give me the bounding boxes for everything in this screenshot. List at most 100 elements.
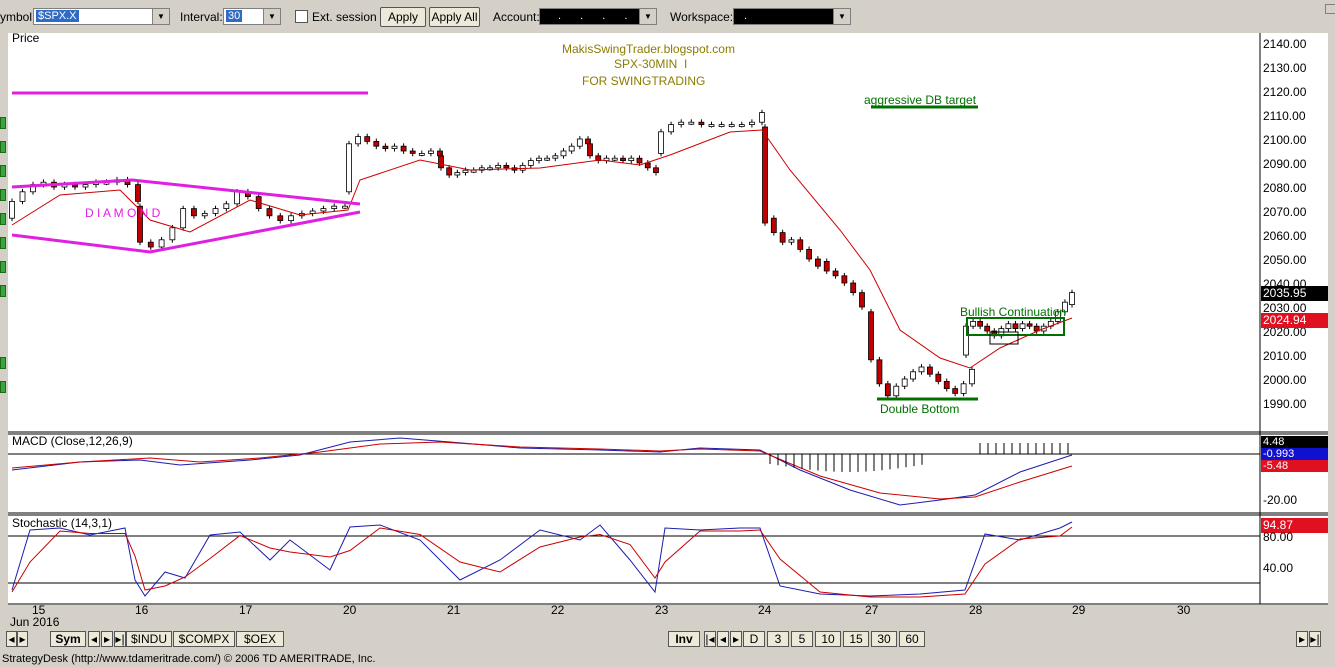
time-axis-label: 17: [239, 603, 253, 617]
watermark-line-2: SPX-30MIN I: [614, 57, 688, 71]
price-tick: 2090.00: [1263, 157, 1307, 171]
price-tick: 2030.00: [1263, 301, 1307, 315]
stoch-value-label: 94.87: [1261, 518, 1328, 533]
price-tick: 2060.00: [1263, 229, 1307, 243]
macd-line-label: -0.993: [1261, 448, 1328, 460]
macd-value-label: 4.48: [1261, 436, 1328, 448]
apply-all-button[interactable]: Apply All: [429, 7, 480, 27]
price-tick: 1990.00: [1263, 397, 1307, 411]
time-axis-label: 21: [447, 603, 461, 617]
time-axis-label: 27: [865, 603, 879, 617]
price-tick: 2110.00: [1263, 109, 1306, 123]
sym-last-icon[interactable]: ▸|: [114, 631, 126, 647]
workspace-value: .: [744, 10, 748, 22]
account-label: Account:: [493, 10, 540, 24]
symbol-label: ymbol:: [0, 10, 36, 24]
scroll-end-left-icon[interactable]: ▸: [1296, 631, 1308, 647]
last-price-label: 2035.95: [1261, 286, 1328, 301]
time-axis-label: 24: [758, 603, 772, 617]
period-tab[interactable]: D: [743, 631, 765, 647]
status-bar: StrategyDesk (http://www.tdameritrade.co…: [0, 650, 1335, 667]
chevron-down-icon[interactable]: ▼: [833, 9, 850, 24]
corner-button[interactable]: [1325, 4, 1335, 14]
diamond-lower: [11, 210, 361, 254]
stochastic-series: [11, 521, 1073, 598]
period-tab[interactable]: 30: [871, 631, 897, 647]
macd-series: [11, 437, 1073, 506]
symbol-tab-oex[interactable]: $OEX: [236, 631, 284, 647]
bullish-box: [966, 317, 1065, 336]
time-axis-label: 29: [1072, 603, 1086, 617]
diamond-annotation: D I A M O N D: [85, 206, 161, 220]
ma-price-label: 2024.94: [1261, 313, 1328, 328]
tool-icon[interactable]: [0, 357, 6, 369]
symbol-tab-indu[interactable]: $INDU: [126, 631, 172, 647]
tool-icon[interactable]: [0, 261, 6, 273]
time-axis-label: 28: [969, 603, 983, 617]
price-panel-title: Price: [12, 31, 40, 45]
tool-icon[interactable]: [0, 381, 6, 393]
signal-line-label: -5.48: [1261, 460, 1328, 472]
ext-session-label: Ext. session: [312, 10, 377, 24]
tool-icon[interactable]: [0, 141, 6, 153]
time-axis-label: 20: [343, 603, 357, 617]
inv-tab[interactable]: Inv: [668, 631, 700, 647]
pattern-drawings: [11, 91, 1065, 401]
scroll-left-icon[interactable]: ◂: [6, 631, 17, 647]
period-prev-icon[interactable]: ◂: [717, 631, 729, 647]
period-next-icon[interactable]: ▸: [730, 631, 742, 647]
time-axis-label: 16: [135, 603, 149, 617]
account-value: . . . .: [558, 10, 636, 22]
workspace-combo[interactable]: . ▼: [733, 8, 851, 25]
tool-icon[interactable]: [0, 213, 6, 225]
moving-average-line: [11, 129, 1073, 369]
period-tab[interactable]: 60: [899, 631, 925, 647]
interval-combo[interactable]: 30 ▼: [223, 8, 281, 25]
scroll-end-right-icon[interactable]: ▸|: [1309, 631, 1321, 647]
period-first-icon[interactable]: |◂: [704, 631, 716, 647]
stoch-panel-title: Stochastic (14,3,1): [12, 516, 113, 530]
symbol-combo[interactable]: $SPX.X ▼: [33, 8, 170, 25]
stoch-tick-40: 40.00: [1263, 561, 1294, 575]
diamond-upper: [11, 178, 361, 206]
tool-icon[interactable]: [0, 189, 6, 201]
inner-box: [989, 331, 1019, 345]
tool-icon[interactable]: [0, 165, 6, 177]
symbol-tab-compx[interactable]: $COMPX: [173, 631, 235, 647]
price-tick: 2100.00: [1263, 133, 1307, 147]
price-tick: 2050.00: [1263, 253, 1307, 267]
period-tab[interactable]: 15: [843, 631, 869, 647]
symbol-value: $SPX.X: [36, 10, 79, 22]
chevron-down-icon[interactable]: ▼: [263, 9, 280, 24]
time-axis-label: 23: [655, 603, 669, 617]
sym-prev-icon[interactable]: ◂: [88, 631, 100, 647]
tool-icon[interactable]: [0, 285, 6, 297]
price-tick: 2000.00: [1263, 373, 1307, 387]
chevron-down-icon[interactable]: ▼: [639, 9, 656, 24]
period-tab[interactable]: 10: [815, 631, 841, 647]
chevron-down-icon[interactable]: ▼: [152, 9, 169, 24]
price-tick: 2140.00: [1263, 37, 1307, 51]
sym-next-icon[interactable]: ▸: [101, 631, 113, 647]
period-tab[interactable]: 3: [767, 631, 789, 647]
price-tick: 2020.00: [1263, 325, 1307, 339]
account-combo[interactable]: . . . . ▼: [539, 8, 657, 25]
bottom-tab-bar: [0, 629, 1335, 649]
time-axis-label: 15: [32, 603, 46, 617]
tool-icon[interactable]: [0, 117, 6, 129]
watermark-line-1: MakisSwingTrader.blogspot.com: [562, 42, 735, 56]
apply-button[interactable]: Apply: [380, 7, 426, 27]
db-target-annotation: aggressive DB target: [864, 93, 977, 107]
interval-label: Interval:: [180, 10, 223, 24]
time-axis-label: 22: [551, 603, 565, 617]
period-tab[interactable]: 5: [791, 631, 813, 647]
price-tick: 2120.00: [1263, 85, 1307, 99]
price-tick: 2080.00: [1263, 181, 1307, 195]
tool-icon[interactable]: [0, 237, 6, 249]
sym-tab[interactable]: Sym: [50, 631, 86, 647]
ext-session-checkbox[interactable]: [295, 10, 308, 23]
scroll-right-icon[interactable]: ▸: [17, 631, 28, 647]
month-label: Jun 2016: [10, 615, 60, 629]
macd-panel-title: MACD (Close,12,26,9): [12, 434, 133, 448]
price-tick: 2010.00: [1263, 349, 1307, 363]
